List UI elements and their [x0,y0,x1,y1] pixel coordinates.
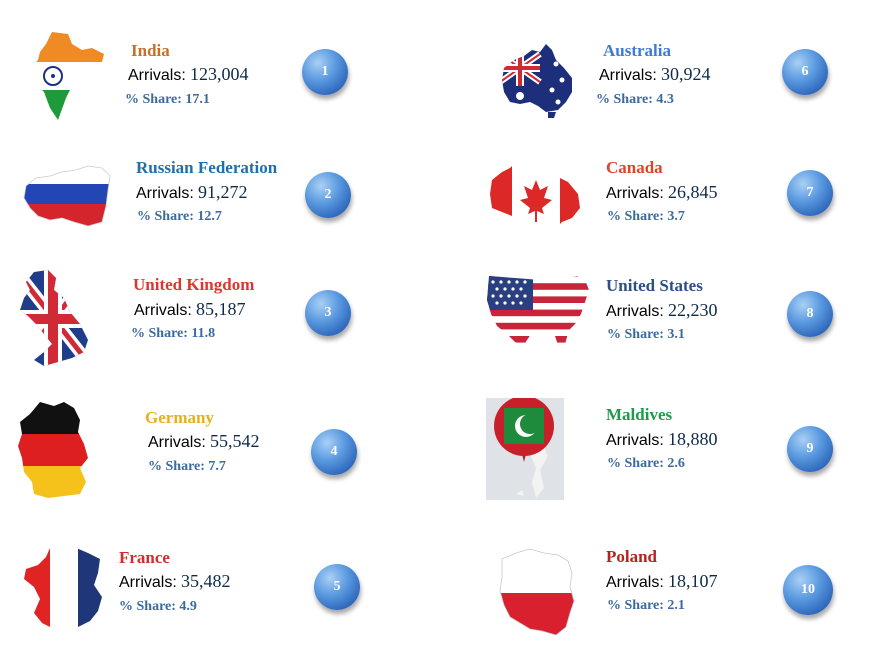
india-map-flag-icon [26,32,104,120]
arrivals-label: Arrivals: [148,434,206,451]
arrivals-label: Arrivals: [599,67,657,84]
germany-map-flag-icon [18,402,88,498]
arrivals-line: Arrivals: 30,924 [599,64,711,85]
rank-badge: 8 [787,291,833,337]
country-name: Russian Federation [136,158,278,177]
country-name: Australia [603,41,671,60]
share-value: % Share: 3.7 [607,209,685,224]
share-value: % Share: 2.1 [607,598,685,613]
country-name: United Kingdom [133,275,255,294]
rank-badge: 9 [787,426,833,472]
arrivals-value: 22,230 [668,300,718,320]
arrivals-value: 18,107 [668,571,718,591]
france-map-flag-icon [24,537,102,629]
arrivals-line: Arrivals: 85,187 [134,299,246,320]
arrivals-line: Arrivals: 55,542 [148,431,260,452]
arrivals-label: Arrivals: [136,185,194,202]
arrivals-label: Arrivals: [119,574,177,591]
rank-badge: 3 [305,290,351,336]
arrivals-value: 123,004 [190,64,249,84]
arrivals-label: Arrivals: [606,574,664,591]
rank-badge: 5 [314,564,360,610]
country-name: Maldives [606,405,673,424]
arrivals-label: Arrivals: [134,302,192,319]
usa-map-flag-icon [487,276,589,348]
rank-badge: 7 [787,170,833,216]
arrivals-value: 18,880 [668,429,718,449]
arrivals-value: 55,542 [210,431,260,451]
arrivals-label: Arrivals: [128,67,186,84]
australia-map-flag-icon [502,44,572,118]
arrivals-label: Arrivals: [606,303,664,320]
country-name: France [119,548,170,567]
rank-badge: 1 [302,49,348,95]
share-value: % Share: 3.1 [607,327,685,342]
arrivals-line: Arrivals: 18,880 [606,429,718,450]
share-value: % Share: 11.8 [131,326,216,341]
share-value: % Share: 4.3 [596,92,674,107]
arrivals-value: 30,924 [661,64,711,84]
share-value: % Share: 7.7 [148,459,226,474]
maldives-map-flag-icon [486,398,564,500]
rank-badge: 2 [305,172,351,218]
arrivals-line: Arrivals: 22,230 [606,300,718,321]
arrivals-label: Arrivals: [606,185,664,202]
country-name: India [131,41,170,60]
arrivals-label: Arrivals: [606,432,664,449]
arrivals-line: Arrivals: 91,272 [136,182,248,203]
arrivals-line: Arrivals: 123,004 [128,64,249,85]
arrivals-line: Arrivals: 26,845 [606,182,718,203]
country-name: Canada [606,158,663,177]
share-value: % Share: 2.6 [607,456,685,471]
country-name: United States [606,276,703,295]
rank-badge: 10 [783,565,833,615]
rank-badge: 6 [782,49,828,95]
share-value: % Share: 4.9 [119,599,197,614]
russia-map-flag-icon [23,165,111,227]
share-value: % Share: 12.7 [137,209,222,224]
country-name: Poland [606,547,658,566]
country-name: Germany [145,408,214,427]
uk-map-flag-icon [20,270,88,366]
arrivals-value: 85,187 [196,299,246,319]
arrivals-line: Arrivals: 18,107 [606,571,718,592]
arrivals-value: 35,482 [181,571,231,591]
canada-map-flag-icon [490,152,580,238]
arrivals-value: 91,272 [198,182,248,202]
arrivals-value: 26,845 [668,182,718,202]
poland-map-flag-icon [499,548,575,636]
rank-badge: 4 [311,429,357,475]
arrivals-line: Arrivals: 35,482 [119,571,231,592]
share-value: % Share: 17.1 [125,92,210,107]
